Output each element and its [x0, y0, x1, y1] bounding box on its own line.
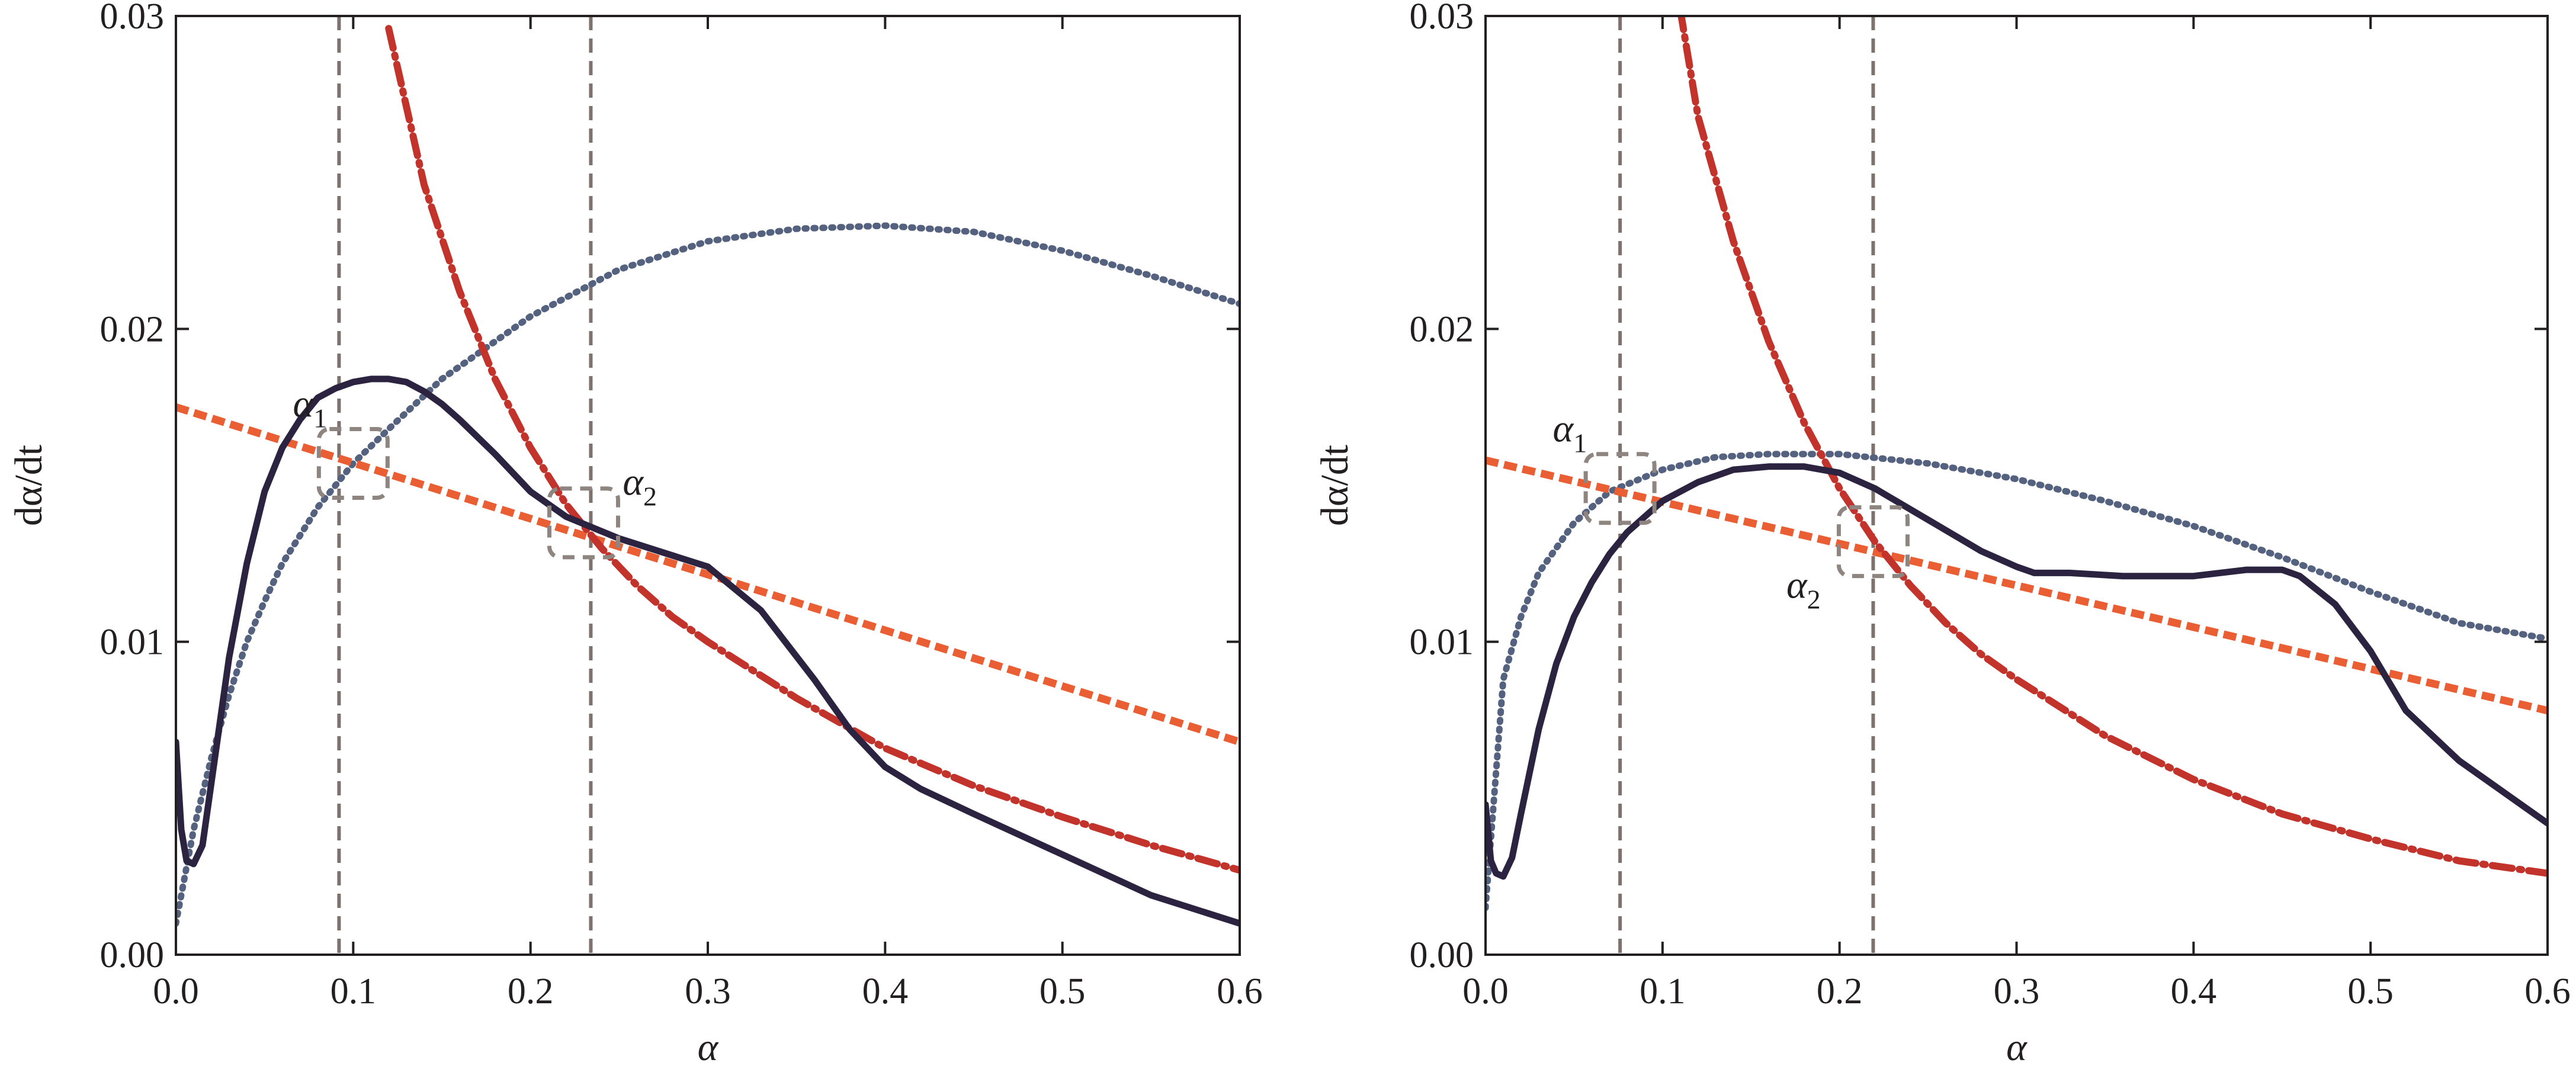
series-line-experimental [1486, 463, 2548, 880]
plot-area [176, 16, 1240, 955]
x-tick-label: 0.1 [1640, 971, 1686, 1012]
y-tick-label: 0.03 [100, 0, 165, 37]
y-tick-label: 0.01 [1410, 622, 1474, 663]
y-axis-title: dα/dt [1313, 445, 1356, 526]
series-line-model-red [1677, 16, 2548, 877]
intersection-highlight-1 [316, 427, 390, 500]
intersection-highlight-2 [1836, 505, 1910, 579]
x-tick-label: 0.5 [2347, 971, 2394, 1012]
x-axis-title: α [698, 1026, 719, 1069]
chart-panel-right: 0.0 0.1 0.2 0.3 0.4 0.5 0.6 0.00 0.01 0.02 0.03 α dα… [1313, 0, 2571, 1069]
x-tick-label: 0.3 [685, 971, 731, 1012]
intersection-highlight-1 [1583, 452, 1657, 525]
series-line-model-orange [176, 403, 1240, 746]
y-tick-label: 0.02 [100, 309, 165, 349]
y-tick-label: 0.01 [100, 622, 165, 663]
series-line-model-blue [176, 222, 1240, 927]
series-line-model-blue [1486, 451, 2548, 911]
x-tick-label: 0.3 [1994, 971, 2040, 1012]
alpha-annotation-1: α1 [293, 382, 328, 433]
x-tick-label: 0.0 [153, 971, 199, 1012]
x-tick-label: 0.2 [508, 971, 554, 1012]
y-tick-label: 0.00 [1410, 935, 1474, 975]
x-axis-title: α [2006, 1026, 2028, 1069]
series-line-experimental [176, 375, 1240, 927]
x-tick-label: 0.2 [1817, 971, 1863, 1012]
x-tick-label: 0.6 [2524, 971, 2571, 1012]
alpha-annotation-2: α2 [1786, 564, 1821, 615]
y-axis-title: dα/dt [7, 445, 50, 526]
alpha-annotation-2: α2 [623, 460, 657, 511]
alpha-annotation-1: α1 [1553, 407, 1587, 458]
x-tick-label: 0.4 [862, 971, 909, 1012]
series-line-model-orange [1486, 456, 2548, 715]
x-tick-label: 0.1 [331, 971, 377, 1012]
x-tick-label: 0.5 [1040, 971, 1086, 1012]
x-tick-label: 0.0 [1462, 971, 1509, 1012]
intersection-highlight-2 [547, 486, 620, 560]
y-tick-label: 0.03 [1410, 0, 1474, 37]
chart-panel-left: 0.0 0.1 0.2 0.3 0.4 0.5 0.6 0.00 0.01 0.02 0.03 α dα… [7, 0, 1263, 1069]
plot-frame [1484, 15, 2549, 956]
series-line-model-red [385, 25, 1240, 874]
y-tick-label: 0.02 [1410, 309, 1474, 349]
y-tick-label: 0.00 [100, 935, 165, 975]
plot-area [1486, 16, 2548, 955]
x-tick-label: 0.4 [2171, 971, 2217, 1012]
x-tick-label: 0.6 [1217, 971, 1263, 1012]
